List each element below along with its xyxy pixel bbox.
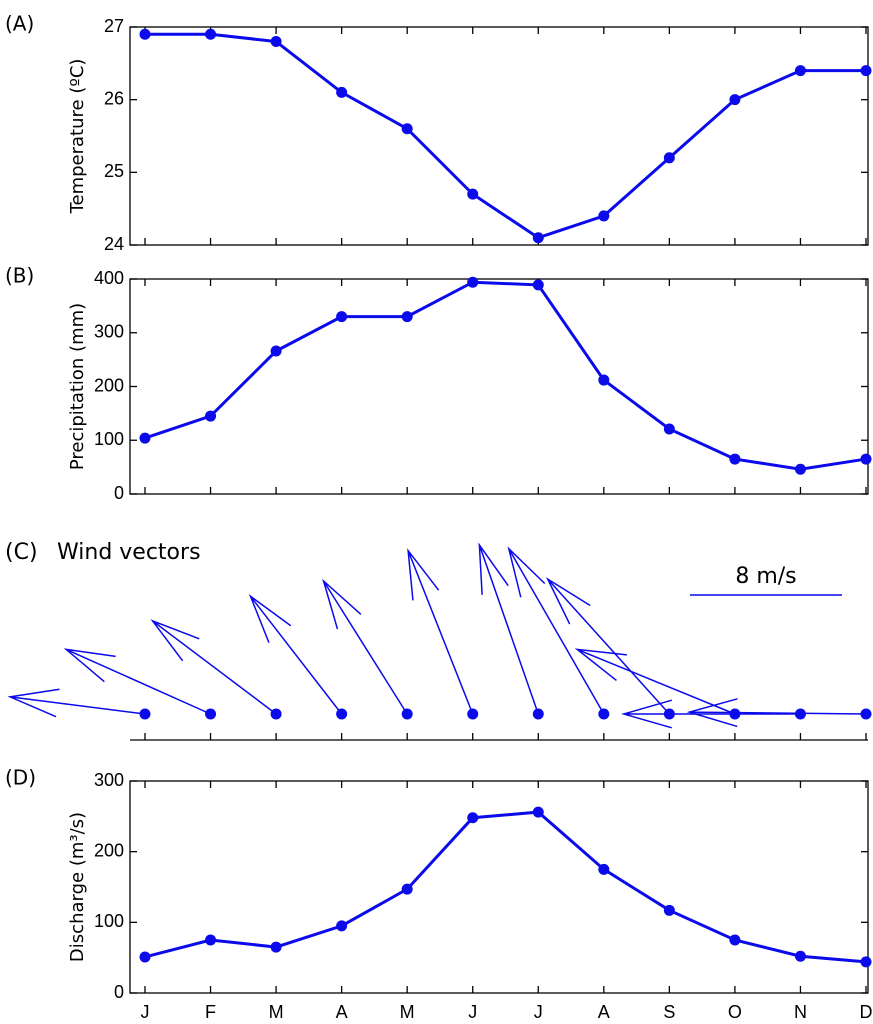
data-point (860, 956, 872, 968)
wind-vector (322, 578, 408, 715)
data-point (794, 950, 806, 962)
vector-origin (205, 708, 217, 720)
data-point (270, 941, 282, 953)
wind-vector (574, 648, 736, 715)
x-tick-label: J (534, 1002, 543, 1022)
data-point (139, 951, 151, 963)
data-point (598, 863, 610, 875)
data-point (729, 94, 741, 106)
vector-origin (270, 708, 282, 720)
data-point (205, 934, 217, 946)
x-tick-label: N (794, 1002, 807, 1022)
data-point (860, 65, 872, 77)
data-point (532, 279, 544, 291)
data-point (532, 232, 544, 244)
y-tick-label: 300 (94, 322, 124, 342)
wind-vector (407, 548, 474, 715)
x-tick-label: S (663, 1002, 675, 1022)
data-point (467, 276, 479, 288)
y-axis-label: Temperature (ºC) (67, 59, 88, 215)
y-tick-label: 0 (114, 483, 124, 503)
wind-vector (686, 698, 867, 728)
data-point (270, 36, 282, 48)
y-tick-label: 200 (94, 840, 124, 860)
data-point (794, 65, 806, 77)
data-point (467, 188, 479, 200)
x-tick-label: A (598, 1002, 610, 1022)
data-point (139, 28, 151, 40)
x-tick-label: J (468, 1002, 477, 1022)
x-tick-label: A (336, 1002, 348, 1022)
x-tick-label: J (141, 1002, 150, 1022)
panel-label: (B) (5, 264, 34, 288)
vector-origin (336, 708, 348, 720)
data-point (336, 920, 348, 932)
plot-frame (129, 780, 869, 994)
wind-vector (63, 648, 211, 715)
data-point (663, 152, 675, 164)
y-tick-label: 26 (104, 88, 124, 108)
data-line (144, 280, 867, 471)
data-point (729, 453, 741, 465)
scale-label: 8 m/s (735, 564, 796, 589)
data-point (598, 210, 610, 222)
y-tick-label: 0 (114, 982, 124, 1002)
y-tick-label: 25 (104, 161, 124, 181)
data-point (663, 423, 675, 435)
data-point (205, 410, 217, 422)
x-tick-label: M (400, 1002, 415, 1022)
y-tick-label: 24 (104, 234, 124, 254)
y-tick-label: 200 (94, 375, 124, 395)
data-line (144, 810, 867, 964)
panel-label: (A) (5, 12, 34, 36)
data-point (663, 904, 675, 916)
x-tick-label: F (205, 1002, 216, 1022)
data-point (401, 123, 413, 135)
data-point (598, 374, 610, 386)
vector-origin (532, 708, 544, 720)
data-point (336, 311, 348, 323)
x-tick-label: D (860, 1002, 873, 1022)
x-tick-label: O (728, 1002, 742, 1022)
data-point (467, 812, 479, 824)
data-point (729, 934, 741, 946)
panel-title: Wind vectors (57, 540, 201, 565)
x-tick-label: M (269, 1002, 284, 1022)
plot-frame (129, 26, 869, 246)
vector-origin (139, 708, 151, 720)
data-point (860, 453, 872, 465)
wind-vector (7, 688, 146, 718)
data-point (794, 463, 806, 475)
y-axis-label: Discharge (m³/s) (67, 812, 88, 962)
data-point (532, 806, 544, 818)
panel-label: (D) (5, 766, 36, 790)
vector-origin (401, 708, 413, 720)
data-point (139, 432, 151, 444)
data-point (401, 311, 413, 323)
data-point (336, 86, 348, 98)
wind-vector (248, 594, 343, 715)
data-line (145, 32, 866, 240)
wind-vector (478, 542, 539, 715)
data-point (205, 28, 217, 40)
y-tick-label: 300 (94, 770, 124, 790)
panel-label: (C) (5, 540, 38, 565)
vector-origin (860, 708, 872, 720)
vector-origin (467, 708, 479, 720)
y-tick-label: 100 (94, 911, 124, 931)
y-axis-label: Precipitation (mm) (67, 303, 88, 470)
wind-vector (150, 619, 277, 715)
wind-vector (507, 546, 605, 715)
data-point (270, 345, 282, 357)
y-tick-label: 400 (94, 268, 124, 288)
data-point (401, 883, 413, 895)
y-tick-label: 100 (94, 429, 124, 449)
wind-vector (545, 577, 670, 715)
y-tick-label: 27 (104, 16, 124, 36)
wind-vector (621, 699, 801, 729)
vector-origin (598, 708, 610, 720)
